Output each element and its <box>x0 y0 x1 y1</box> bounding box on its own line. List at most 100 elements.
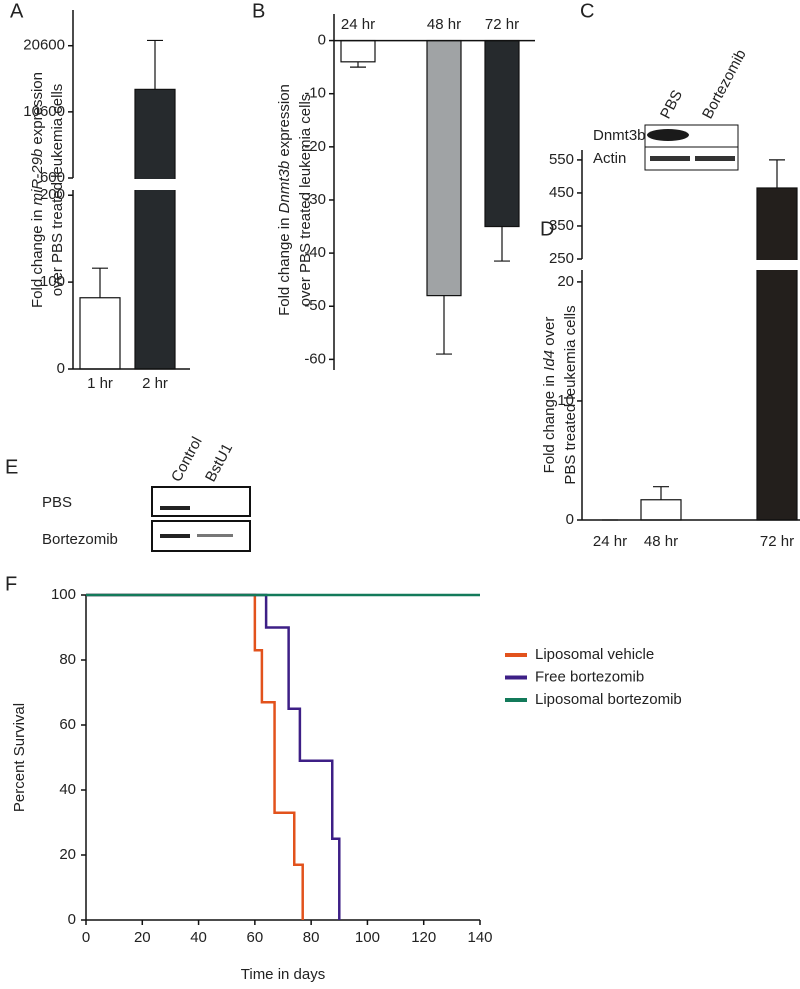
x-tick-label: 2 hr <box>142 375 168 392</box>
y-tick-label: 0 <box>318 32 326 49</box>
error-bar <box>147 39 163 90</box>
bar <box>426 39 462 297</box>
error-bar <box>436 295 452 355</box>
y-tick-label: 40 <box>59 781 76 798</box>
axis-break <box>74 179 191 190</box>
y-axis-label: Percent Survival <box>11 703 28 812</box>
x-tick-label: 24 hr <box>593 533 627 550</box>
error-bar <box>653 486 669 500</box>
label-part: Dnmt3b <box>276 161 293 214</box>
bar <box>340 39 376 63</box>
blot-band <box>197 534 233 537</box>
y-tick-label: 200 <box>40 186 65 203</box>
lane-label: PBS <box>657 87 686 121</box>
survival-line <box>86 593 304 920</box>
y-tick-label: 20600 <box>23 37 65 54</box>
y-tick-label: -30 <box>304 191 326 208</box>
label-part: over PBS treated leukemia cells <box>49 84 66 297</box>
y-tick-label: 600 <box>40 169 65 186</box>
label-part: over <box>541 317 558 350</box>
bar <box>640 499 682 521</box>
y-axis-label: over PBS treated leukemia cells <box>297 94 314 307</box>
label-part: Fold change in <box>276 213 293 316</box>
bar <box>756 187 798 521</box>
x-tick-label: 120 <box>411 929 436 946</box>
panel-label: C <box>580 0 594 22</box>
y-axis-label: PBS treated leukemia cells <box>562 305 579 484</box>
label-part: miR-29b <box>29 149 46 206</box>
error-bar <box>92 267 108 298</box>
error-bar <box>494 226 510 262</box>
blot-box <box>644 146 739 171</box>
row-label: Dnmt3b <box>593 127 646 144</box>
blot-band <box>160 506 190 510</box>
blot-e-frame <box>151 486 251 552</box>
y-tick-label: 0 <box>57 360 65 377</box>
bar <box>134 88 176 370</box>
y-tick-label: -10 <box>304 85 326 102</box>
panel-label: B <box>252 0 265 22</box>
blot-band <box>695 156 735 161</box>
y-axis-label: over PBS treated leukemia cells <box>49 84 66 297</box>
x-axis-label: Time in days <box>241 966 325 983</box>
row-label: Actin <box>593 150 626 167</box>
x-tick-label: 72 hr <box>485 16 519 33</box>
label-part: expression <box>276 84 293 161</box>
label-part: Fold change in <box>541 371 558 474</box>
lane-label: Control <box>168 434 206 485</box>
y-tick-label: 550 <box>549 151 574 168</box>
blot-band <box>650 156 690 161</box>
legend-label: Liposomal bortezomib <box>535 691 682 708</box>
label-part: Id4 <box>541 350 558 371</box>
legend-label: Liposomal vehicle <box>535 646 654 663</box>
y-tick-label: 350 <box>549 217 574 234</box>
x-tick-label: 100 <box>355 929 380 946</box>
label-part: over PBS treated leukemia cells <box>297 94 314 307</box>
x-tick-label: 60 <box>247 929 264 946</box>
x-tick-label: 20 <box>134 929 151 946</box>
y-axis-label: Fold change in miR-29b expression <box>29 72 46 308</box>
y-tick-label: 0 <box>566 511 574 528</box>
row-label: Bortezomib <box>42 531 118 548</box>
lane-label: BstU1 <box>202 441 236 485</box>
survival-line <box>86 593 341 920</box>
y-tick-label: 80 <box>59 651 76 668</box>
blot-band <box>160 534 190 538</box>
label-part: Fold change in <box>29 205 46 308</box>
y-tick-label: 60 <box>59 716 76 733</box>
bar <box>484 39 520 228</box>
error-bar <box>350 61 366 68</box>
y-tick-label: -20 <box>304 138 326 155</box>
x-tick-label: 48 hr <box>427 16 461 33</box>
x-tick-label: 140 <box>467 929 492 946</box>
y-tick-label: 10 <box>557 392 574 409</box>
x-tick-label: 72 hr <box>760 533 794 550</box>
y-tick-label: 20 <box>59 846 76 863</box>
panel-label: D <box>540 218 554 240</box>
lane-label: Bortezomib <box>699 47 750 122</box>
y-tick-label: 0 <box>68 911 76 928</box>
y-tick-label: -40 <box>304 244 326 261</box>
y-axis-label: Fold change in Id4 over <box>541 317 558 474</box>
error-bar <box>769 159 785 188</box>
blot-box <box>151 486 251 517</box>
panel-label: A <box>10 0 24 22</box>
x-tick-label: 24 hr <box>341 16 375 33</box>
y-axis-label: Fold change in Dnmt3b expression <box>276 84 293 316</box>
bar <box>79 297 121 370</box>
blot-c-frame <box>644 124 739 171</box>
panel-label: F <box>5 573 17 595</box>
x-tick-label: 40 <box>190 929 207 946</box>
x-tick-label: 1 hr <box>87 375 113 392</box>
y-tick-label: 450 <box>549 184 574 201</box>
axis-break <box>583 260 800 270</box>
label-part: PBS treated leukemia cells <box>562 305 579 484</box>
y-tick-label: -50 <box>304 297 326 314</box>
y-tick-label: -60 <box>304 350 326 367</box>
y-tick-label: 250 <box>549 250 574 267</box>
panel-label: E <box>5 456 18 478</box>
blot-band <box>647 129 689 141</box>
x-tick-label: 80 <box>303 929 320 946</box>
x-tick-label: 0 <box>82 929 90 946</box>
